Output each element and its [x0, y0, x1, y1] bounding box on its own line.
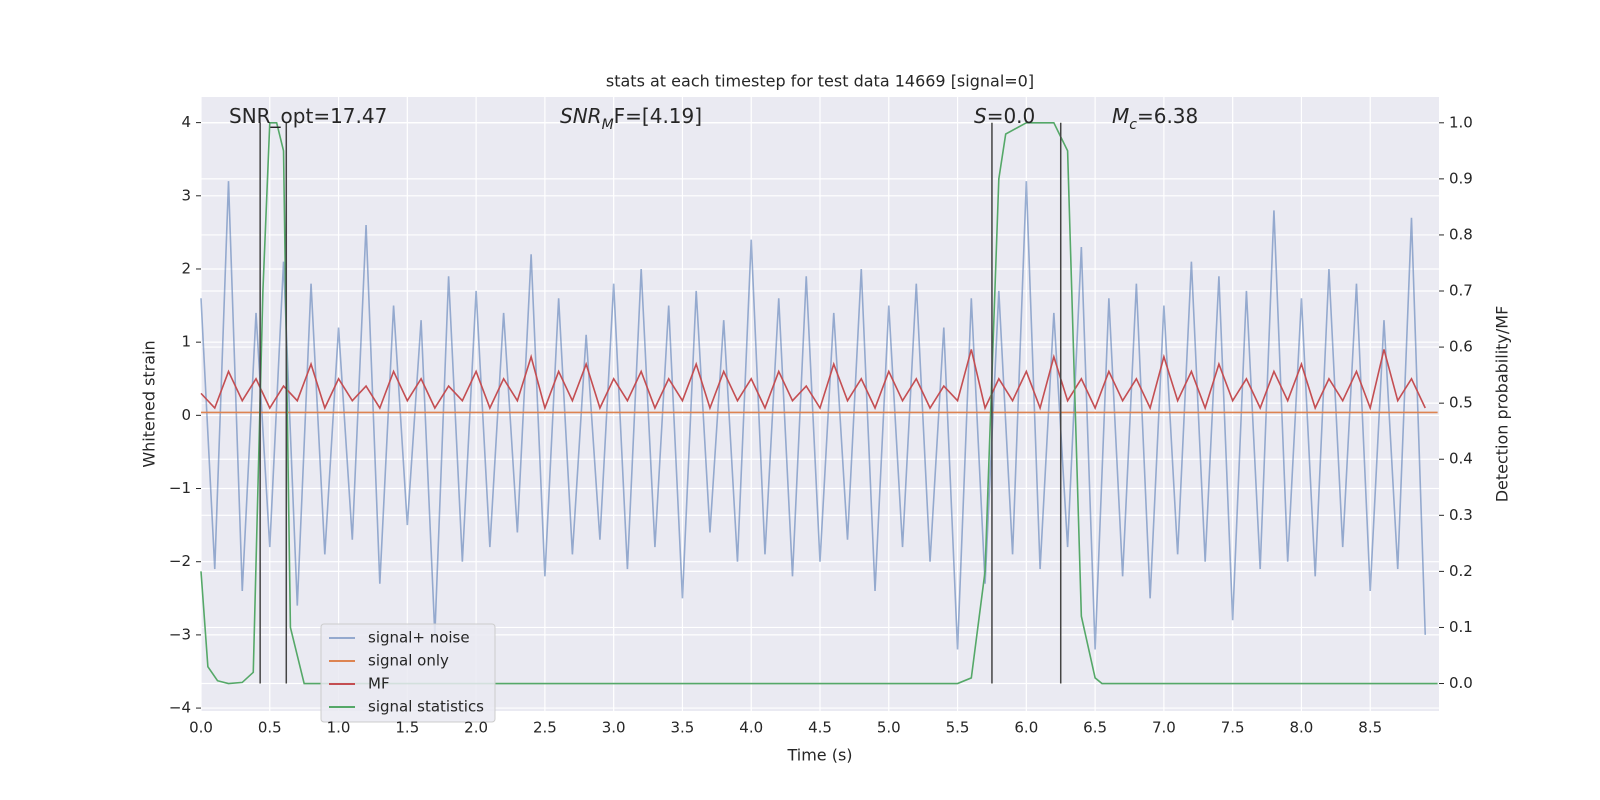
x-tick-label: 5.0 [877, 719, 901, 737]
x-tick-label: 5.5 [946, 719, 970, 737]
annotation-text: =0.0 [987, 104, 1036, 128]
annotation: SNRMF=[4.19] [560, 104, 702, 134]
x-axis-label: Time (s) [786, 746, 852, 765]
legend-label: signal statistics [368, 698, 484, 716]
y2-tick-label: 0.1 [1449, 618, 1473, 636]
annotation-subscript: c [1129, 117, 1137, 133]
grid [200, 97, 1439, 711]
x-tick-label: 6.5 [1083, 719, 1107, 737]
legend-label: signal+ noise [368, 629, 470, 647]
x-tick-label: 8.0 [1290, 719, 1314, 737]
annotation-text: M [1112, 104, 1129, 128]
annotation: SNR_opt=17.47 [229, 104, 387, 128]
y2-tick-label: 0.7 [1449, 282, 1473, 300]
legend-box [320, 623, 496, 723]
y-tick-label: 0 [181, 406, 191, 424]
x-tick-label: 8.5 [1358, 719, 1382, 737]
y2-axis-label: Detection probability/MF [1493, 306, 1512, 503]
annotation-text: =6.38 [1137, 104, 1198, 128]
x-tick-label: 3.5 [671, 719, 695, 737]
y-tick-label: −4 [169, 699, 191, 717]
x-tick-label: 1.0 [327, 719, 351, 737]
y2-tick-label: 0.4 [1449, 450, 1473, 468]
annotation-text: F=[4.19] [614, 104, 702, 128]
y-tick-label: 2 [181, 259, 191, 277]
y2-tick-label: 0.6 [1449, 338, 1473, 356]
x-tick-label: 0.5 [258, 719, 282, 737]
legend-label: signal only [368, 652, 449, 670]
y2-tick-label: 0.5 [1449, 394, 1473, 412]
y2-tick-label: 0.2 [1449, 562, 1473, 580]
annotation-text: S [974, 104, 987, 128]
x-tick-label: 4.0 [739, 719, 763, 737]
legend: signal+ noise signal only MF signal statist… [320, 623, 496, 723]
x-tick-label: 6.0 [1014, 719, 1038, 737]
y-tick-label: 3 [181, 186, 191, 204]
y-tick-label: −2 [169, 552, 191, 570]
y2-tick-label: 1.0 [1449, 113, 1473, 131]
x-tick-label: 7.5 [1221, 719, 1245, 737]
series-line [200, 349, 1426, 411]
annotation-text: SNR_opt=17.47 [229, 104, 387, 128]
y-tick-label: 1 [181, 333, 191, 351]
y2-tick-label: 0.0 [1449, 674, 1473, 692]
y2-tick-label: 0.8 [1449, 225, 1473, 243]
y-axis-label: Whitened strain [140, 340, 159, 467]
y-tick-label: −3 [169, 625, 191, 643]
x-tick-label: 2.5 [533, 719, 557, 737]
x-tick-label: 3.0 [602, 719, 626, 737]
y2-tick-label: 0.9 [1449, 169, 1473, 187]
annotation: S=0.0 [974, 104, 1035, 128]
y2-tick-label: 0.3 [1449, 506, 1473, 524]
y-tick-label: 4 [181, 113, 191, 131]
annotation: Mc=6.38 [1112, 104, 1198, 134]
x-tick-label: 4.5 [808, 719, 832, 737]
x-tick-label: 1.5 [395, 719, 419, 737]
y-tick-label: −1 [169, 479, 191, 497]
annotation-text: SNR [560, 104, 602, 128]
chart-title: stats at each timestep for test data 146… [606, 72, 1034, 91]
annotation-subscript: M [602, 117, 614, 133]
series-line [200, 181, 1427, 650]
x-tick-label: 2.0 [464, 719, 488, 737]
x-tick-label: 0.0 [189, 719, 213, 737]
x-tick-label: 7.0 [1152, 719, 1176, 737]
legend-label: MF [368, 675, 390, 693]
